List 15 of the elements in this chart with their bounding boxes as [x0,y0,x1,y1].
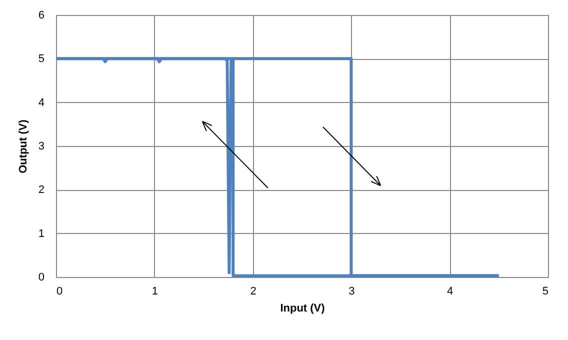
y-tick-label: 2 [38,184,44,196]
y-tick-label: 1 [38,228,44,240]
y-tick-label: 6 [38,10,44,22]
x-tick-label: 5 [542,286,548,298]
x-tick-label: 3 [348,286,355,298]
x-tick-label: 2 [250,286,256,298]
x-axis-title: Input (V) [280,302,326,314]
y-tick-label: 0 [38,272,44,284]
y-axis-title: Output (V) [17,119,30,174]
y-tick-label: 5 [38,53,44,66]
x-tick-label: 0 [56,286,63,298]
y-tick-label: 3 [38,140,44,152]
x-tick-label: 4 [447,286,454,298]
y-tick-label: 4 [38,96,44,109]
x-tick-label: 1 [152,286,158,298]
